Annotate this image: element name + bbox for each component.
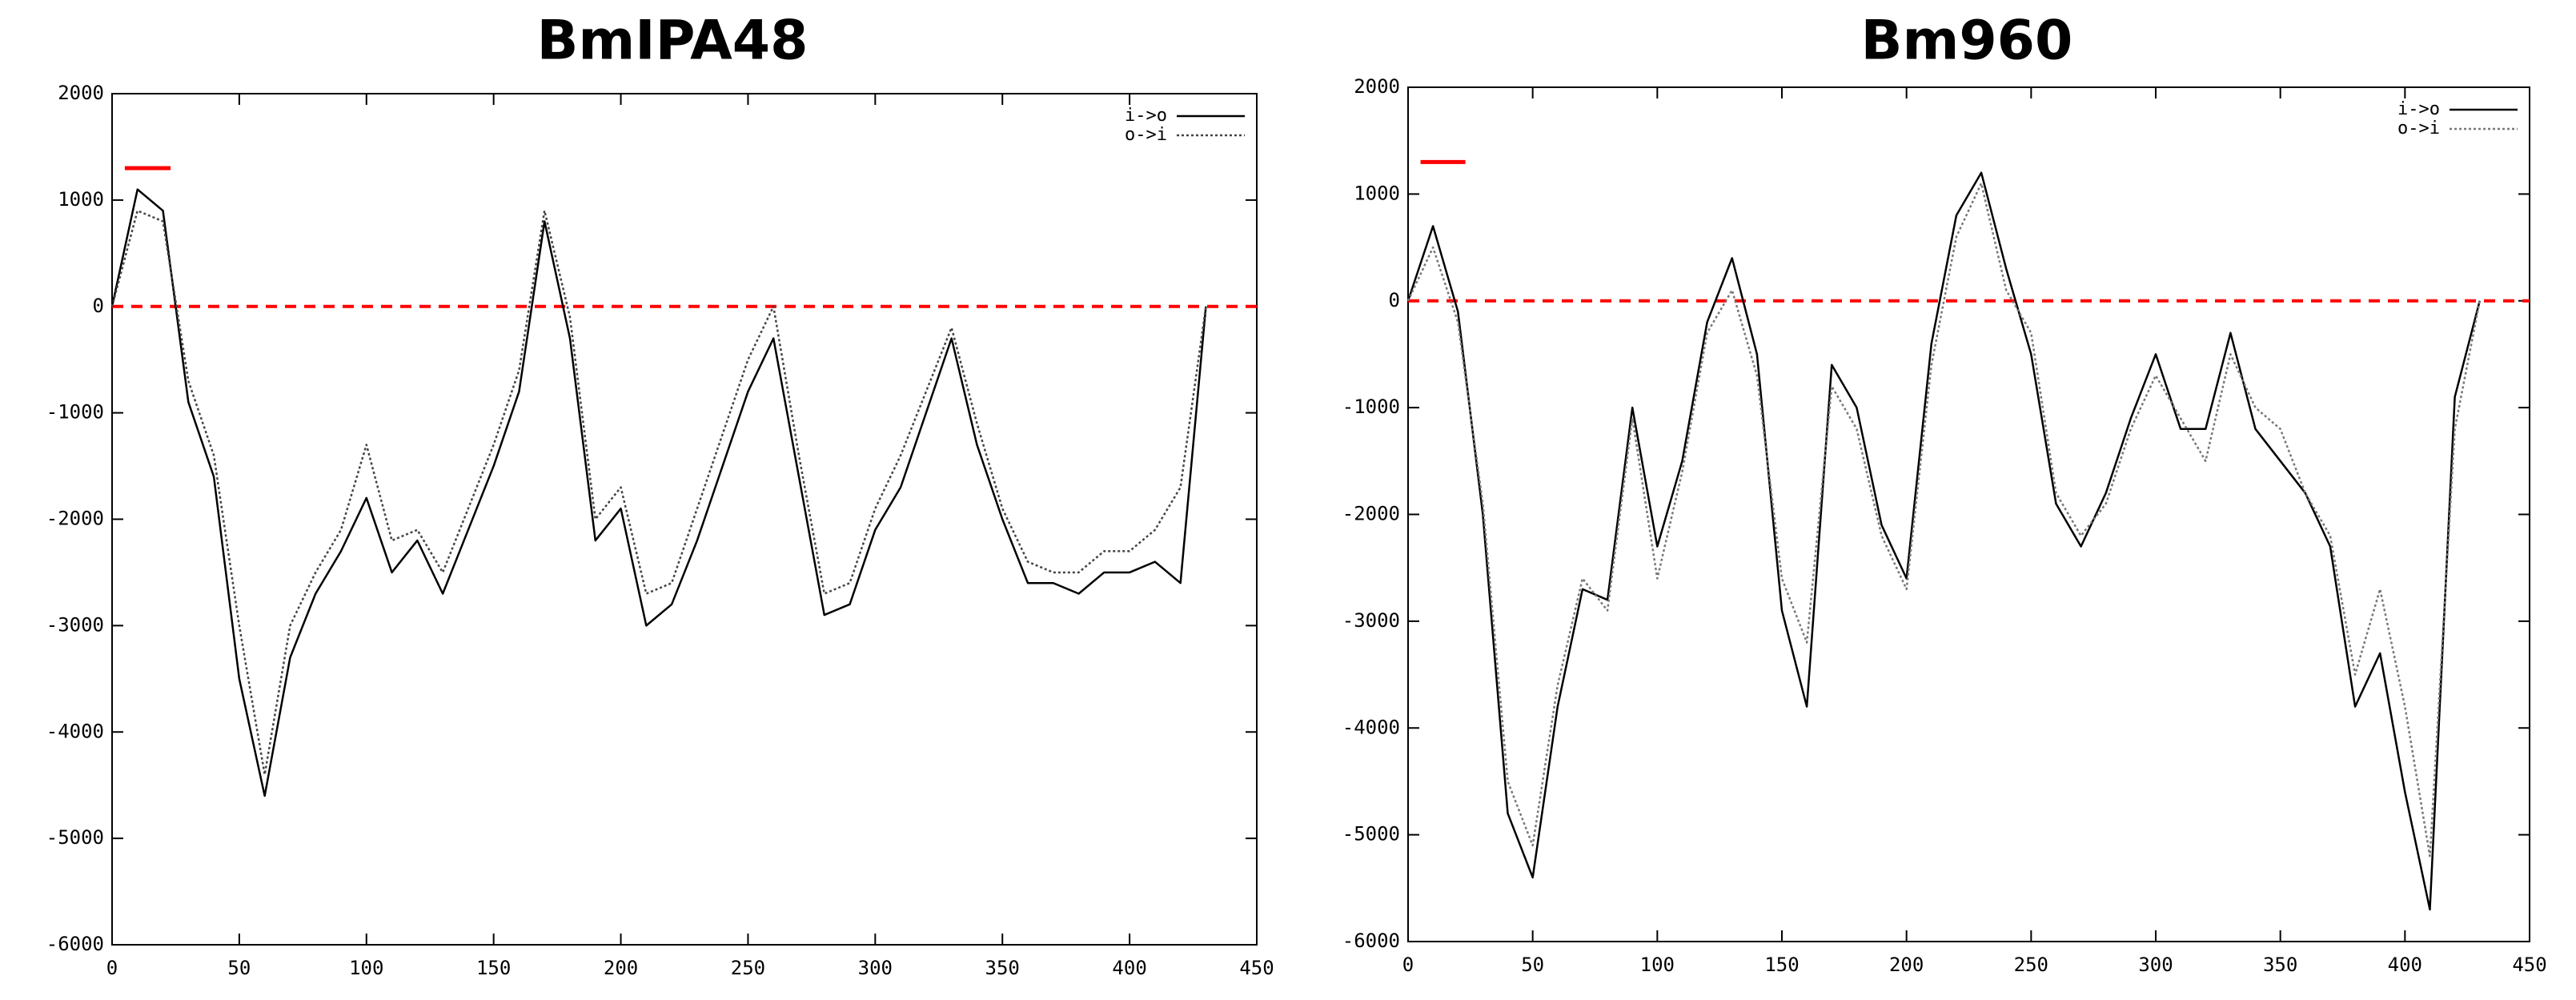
- y-tick-label: 1000: [58, 188, 104, 211]
- y-tick-label: 2000: [58, 82, 104, 104]
- chart-title: Bm960: [1861, 10, 2073, 73]
- x-tick-label: 300: [858, 957, 893, 979]
- x-tick-label: 400: [2388, 954, 2422, 976]
- x-tick-label: 50: [1521, 954, 1544, 976]
- plot-frame: [1407, 86, 2530, 942]
- series-line: [110, 188, 1207, 797]
- x-tick-label: 0: [1402, 954, 1414, 976]
- x-tick-label: 200: [604, 957, 638, 979]
- y-tick-label: -1000: [46, 401, 104, 424]
- y-tick-label: 0: [93, 295, 104, 317]
- x-tick-label: 400: [1112, 957, 1146, 979]
- legend-label: i->o: [1125, 106, 1167, 126]
- x-tick-label: 150: [1764, 954, 1799, 976]
- legend-label: o->i: [1125, 125, 1167, 145]
- y-tick-label: -4000: [1342, 716, 1400, 738]
- y-tick-label: -3000: [1342, 609, 1400, 632]
- plot-frame: [111, 93, 1258, 946]
- y-tick-label: 1000: [1354, 182, 1400, 204]
- chart-title: BmIPA48: [537, 10, 809, 73]
- x-tick-label: 200: [1889, 954, 1924, 976]
- y-tick-label: -2000: [46, 508, 104, 530]
- y-tick-label: -6000: [46, 933, 104, 955]
- x-tick-label: 50: [227, 957, 251, 979]
- x-tick-label: 100: [1640, 954, 1675, 976]
- y-tick-label: 0: [1389, 289, 1400, 311]
- x-tick-label: 350: [2263, 954, 2297, 976]
- x-tick-label: 0: [106, 957, 118, 979]
- x-tick-label: 100: [349, 957, 383, 979]
- y-tick-label: -1000: [1342, 396, 1400, 418]
- legend-label: i->o: [2397, 99, 2440, 119]
- x-tick-label: 450: [1239, 957, 1274, 979]
- series-line: [1406, 171, 2481, 911]
- x-tick-label: 300: [2138, 954, 2173, 976]
- y-tick-label: -6000: [1342, 930, 1400, 952]
- x-tick-label: 350: [985, 957, 1020, 979]
- x-tick-label: 450: [2512, 954, 2546, 976]
- x-tick-label: 250: [731, 957, 765, 979]
- y-tick-label: -3000: [46, 613, 104, 636]
- legend-label: o->i: [2397, 118, 2440, 139]
- y-tick-label: -4000: [46, 720, 104, 742]
- x-tick-label: 150: [476, 957, 511, 979]
- series-line: [110, 209, 1207, 776]
- y-tick-label: -5000: [46, 826, 104, 849]
- y-tick-label: -2000: [1342, 503, 1400, 525]
- x-tick-label: 250: [2014, 954, 2048, 976]
- series-line: [1406, 182, 2481, 857]
- y-tick-label: -5000: [1342, 823, 1400, 845]
- y-tick-label: 2000: [1354, 75, 1400, 98]
